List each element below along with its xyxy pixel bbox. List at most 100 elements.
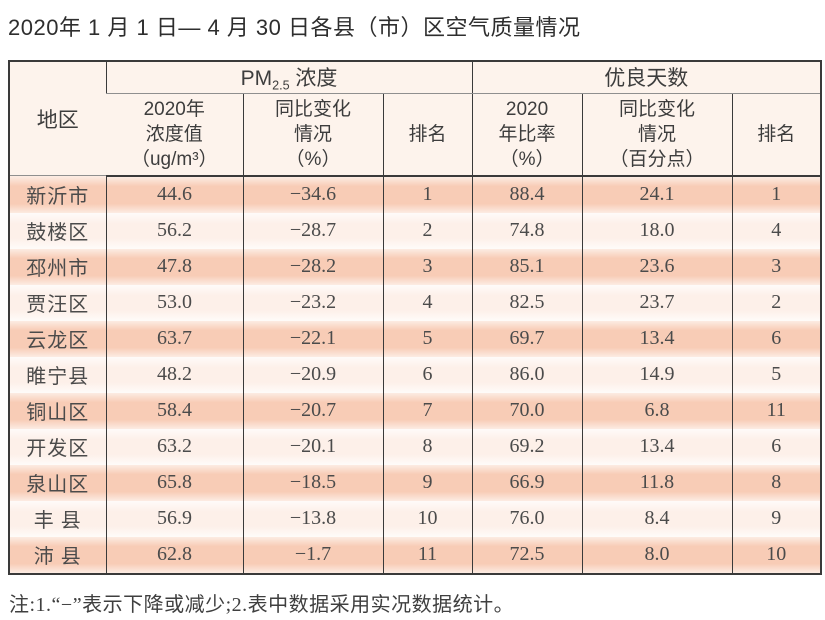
good-rate-cell: 86.0	[471, 356, 583, 393]
good-rate-cell: 88.4	[471, 175, 583, 213]
pm-value-cell: 44.6	[105, 175, 243, 213]
region-cell: 贾汪区	[9, 284, 106, 321]
pm-value-cell: 63.2	[105, 428, 243, 465]
table-row: 睢宁县 48.2 −20.9 6 86.0 14.9 5	[9, 356, 822, 393]
sub-header-row: 2020年 浓度值 （ug/m³） 同比变化 情况 （%） 排名 2020 年比…	[9, 93, 822, 177]
pm-change-cell: −28.7	[242, 212, 383, 249]
good-rank-cell: 4	[731, 212, 822, 249]
table-row: 新沂市 44.6 −34.6 1 88.4 24.1 1	[9, 175, 822, 213]
good-rank-cell: 6	[731, 428, 822, 465]
pm-change-cell: −22.1	[242, 320, 383, 357]
good-rate-cell: 66.9	[471, 464, 583, 501]
pm-value-cell: 53.0	[105, 284, 243, 321]
region-column-header: 地区	[9, 60, 106, 177]
region-cell: 丰 县	[9, 500, 106, 537]
table-row: 贾汪区 53.0 −23.2 4 82.5 23.7 2	[9, 284, 822, 321]
good-change-cell: 13.4	[581, 320, 733, 357]
table-row: 沛 县 62.8 −1.7 11 72.5 8.0 10	[9, 536, 822, 574]
good-change-cell: 6.8	[581, 392, 733, 429]
good-change-cell: 23.6	[581, 248, 733, 285]
good-rank-column-header: 排名	[731, 93, 822, 177]
good-change-cell: 11.8	[581, 464, 733, 501]
pm-rank-cell: 8	[382, 428, 473, 465]
pm-value-cell: 56.2	[105, 212, 243, 249]
pm25-label-suffix: 浓度	[289, 67, 338, 91]
pm25-label-subscript: 2.5	[272, 78, 290, 93]
pm25-group-header: PM2.5 浓度	[105, 60, 473, 94]
pm-rank-cell: 2	[382, 212, 473, 249]
region-cell: 沛 县	[9, 536, 106, 574]
page-title: 2020年 1 月 1 日— 4 月 30 日各县（市）区空气质量情况	[8, 15, 581, 40]
region-cell: 新沂市	[9, 175, 106, 213]
good-rate-cell: 69.7	[471, 320, 583, 357]
table-row: 邳州市 47.8 −28.2 3 85.1 23.6 3	[9, 248, 822, 285]
good-change-cell: 8.0	[581, 536, 733, 574]
pm-value-cell: 47.8	[105, 248, 243, 285]
good-rank-cell: 5	[731, 356, 822, 393]
pm-change-cell: −28.2	[242, 248, 383, 285]
pm-rank-cell: 4	[382, 284, 473, 321]
pm-change-cell: −20.9	[242, 356, 383, 393]
good-change-cell: 8.4	[581, 500, 733, 537]
pm-value-cell: 65.8	[105, 464, 243, 501]
footnote: 注:1.“−”表示下降或减少;2.表中数据采用实况数据统计。	[9, 593, 515, 616]
good-rate-column-header: 2020 年比率 （%）	[471, 93, 583, 177]
good-rate-cell: 74.8	[471, 212, 583, 249]
good-rate-cell: 72.5	[471, 536, 583, 574]
pm-rank-cell: 10	[382, 500, 473, 537]
pm-value-cell: 63.7	[105, 320, 243, 357]
table-row: 开发区 63.2 −20.1 8 69.2 13.4 6	[9, 428, 822, 465]
good-rank-cell: 3	[731, 248, 822, 285]
table-row: 泉山区 65.8 −18.5 9 66.9 11.8 8	[9, 464, 822, 501]
pm25-label-prefix: PM	[240, 67, 273, 91]
pm-value-cell: 56.9	[105, 500, 243, 537]
pm-rank-cell: 6	[382, 356, 473, 393]
pm-change-column-header: 同比变化 情况 （%）	[242, 93, 383, 177]
pm-value-cell: 62.8	[105, 536, 243, 574]
pm-value-column-header: 2020年 浓度值 （ug/m³）	[106, 93, 243, 177]
pm-change-cell: −13.8	[242, 500, 383, 537]
pm-change-cell: −20.1	[242, 428, 383, 465]
pm-change-cell: −18.5	[242, 464, 383, 501]
region-cell: 泉山区	[9, 464, 106, 501]
good-rate-cell: 70.0	[471, 392, 583, 429]
good-rate-cell: 69.2	[471, 428, 583, 465]
pm-change-cell: −23.2	[242, 284, 383, 321]
region-cell: 鼓楼区	[9, 212, 106, 249]
pm-rank-cell: 3	[382, 248, 473, 285]
pm-change-cell: −34.6	[242, 175, 383, 213]
good-rank-cell: 8	[731, 464, 822, 501]
air-quality-table: 地区 PM2.5 浓度 优良天数 2020年 浓度值 （ug/m³） 同比变化 …	[8, 59, 823, 575]
table-body: 新沂市 44.6 −34.6 1 88.4 24.1 1 鼓楼区 56.2 −2…	[9, 175, 822, 574]
group-header-row: 地区 PM2.5 浓度 优良天数	[9, 60, 822, 177]
region-cell: 云龙区	[9, 320, 106, 357]
pm-rank-cell: 1	[382, 175, 473, 213]
good-change-cell: 24.1	[581, 175, 733, 213]
good-rank-cell: 11	[731, 392, 822, 429]
table-row: 铜山区 58.4 −20.7 7 70.0 6.8 11	[9, 392, 822, 429]
table-header: 地区 PM2.5 浓度 优良天数 2020年 浓度值 （ug/m³） 同比变化 …	[9, 60, 822, 177]
pm-rank-cell: 5	[382, 320, 473, 357]
pm-change-cell: −1.7	[242, 536, 383, 574]
good-change-column-header: 同比变化 情况 （百分点）	[581, 93, 733, 177]
pm-rank-cell: 7	[382, 392, 473, 429]
pm-rank-column-header: 排名	[382, 93, 473, 177]
pm-value-cell: 58.4	[105, 392, 243, 429]
good-days-group-header: 优良天数	[471, 60, 822, 94]
good-change-cell: 18.0	[581, 212, 733, 249]
good-change-cell: 23.7	[581, 284, 733, 321]
good-rank-cell: 9	[731, 500, 822, 537]
good-rank-cell: 10	[731, 536, 822, 574]
good-rate-cell: 76.0	[471, 500, 583, 537]
good-change-cell: 14.9	[581, 356, 733, 393]
good-rate-cell: 82.5	[471, 284, 583, 321]
table-row: 云龙区 63.7 −22.1 5 69.7 13.4 6	[9, 320, 822, 357]
region-cell: 邳州市	[9, 248, 106, 285]
good-rate-cell: 85.1	[471, 248, 583, 285]
good-rank-cell: 1	[731, 175, 822, 213]
region-cell: 开发区	[9, 428, 106, 465]
good-rank-cell: 2	[731, 284, 822, 321]
pm-rank-cell: 9	[382, 464, 473, 501]
table-row: 丰 县 56.9 −13.8 10 76.0 8.4 9	[9, 500, 822, 537]
